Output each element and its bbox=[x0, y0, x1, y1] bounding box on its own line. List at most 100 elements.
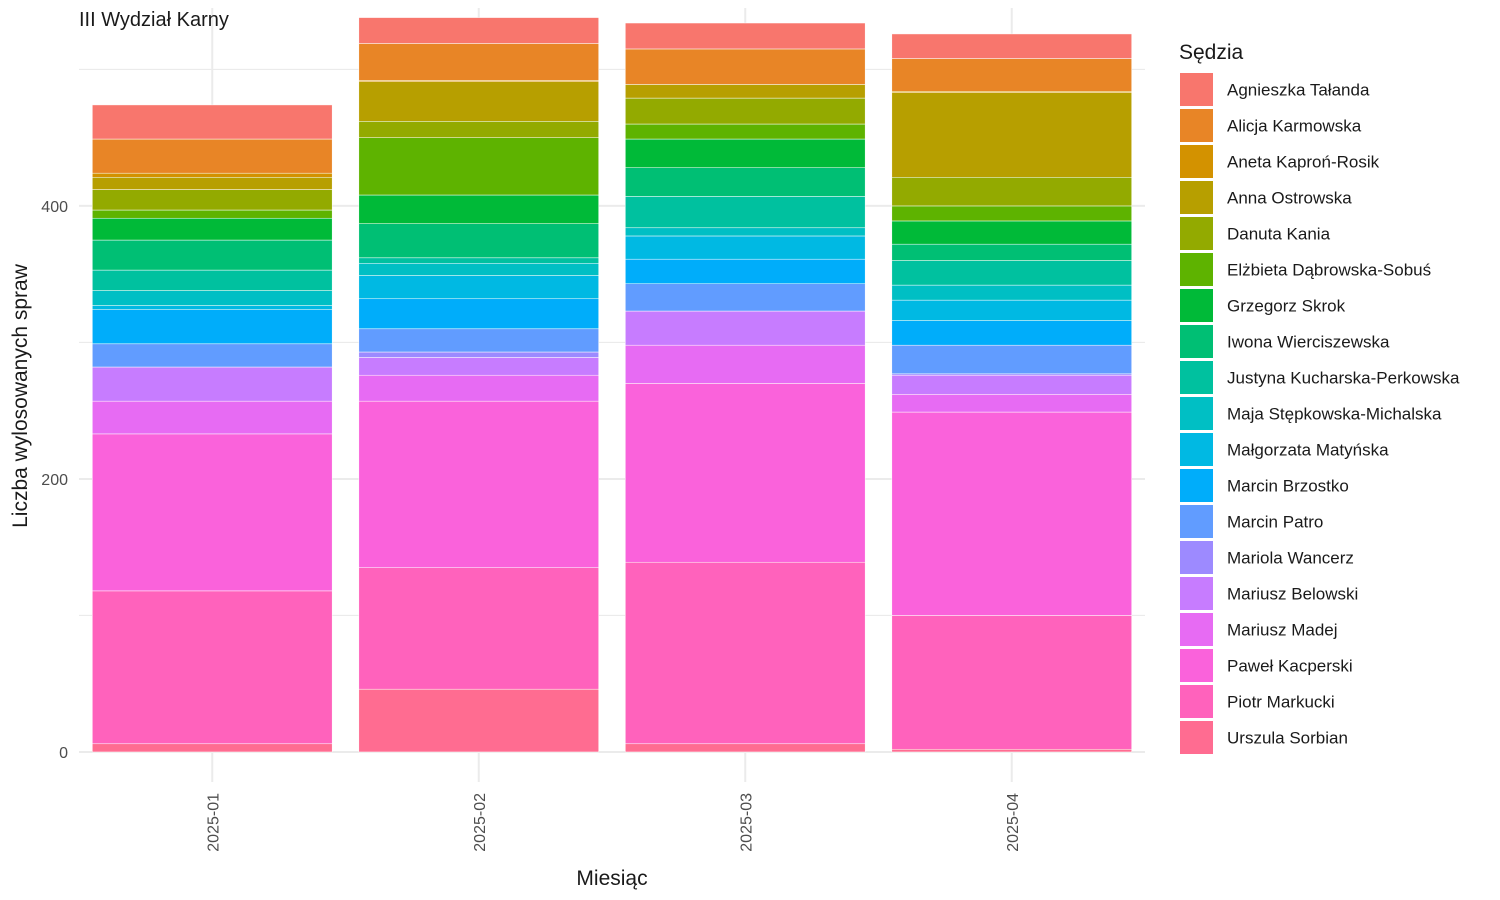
legend-label: Mariusz Madej bbox=[1227, 621, 1338, 640]
legend-key bbox=[1180, 325, 1213, 358]
legend-key bbox=[1180, 217, 1213, 250]
bar-segment bbox=[625, 383, 866, 563]
legend-label: Piotr Markucki bbox=[1227, 693, 1335, 712]
bar-segment bbox=[358, 121, 599, 138]
bar-segment bbox=[358, 351, 599, 358]
bar-segment bbox=[891, 220, 1132, 245]
bar-segment bbox=[891, 260, 1132, 286]
bar-segment bbox=[625, 22, 866, 50]
bar-segment bbox=[891, 615, 1132, 750]
legend-label: Marcin Patro bbox=[1227, 513, 1323, 532]
legend-title: Sędzia bbox=[1179, 41, 1244, 64]
bar-segment bbox=[625, 283, 866, 312]
bar-segment bbox=[891, 344, 1132, 375]
bar-segment bbox=[92, 400, 333, 435]
legend-key bbox=[1180, 361, 1213, 394]
legend-label: Agnieszka Tałanda bbox=[1227, 81, 1370, 100]
bar-segment bbox=[891, 58, 1132, 92]
legend-label: Marcin Brzostko bbox=[1227, 477, 1349, 496]
bar-segment bbox=[625, 235, 866, 260]
bar-segment bbox=[92, 366, 333, 402]
bar-segment bbox=[358, 194, 599, 224]
x-tick-label: 2025-01 bbox=[205, 793, 222, 852]
bar-segment bbox=[625, 48, 866, 85]
legend-label: Elżbieta Dąbrowska-Sobuś bbox=[1227, 261, 1431, 280]
legend-key bbox=[1180, 541, 1213, 574]
legend-key bbox=[1180, 181, 1213, 214]
y-tick-label: 200 bbox=[41, 472, 68, 489]
legend-key bbox=[1180, 289, 1213, 322]
bar-segment bbox=[358, 257, 599, 264]
legend-label: Danuta Kania bbox=[1227, 225, 1331, 244]
bar-segment bbox=[625, 561, 866, 745]
bar-segment bbox=[625, 310, 866, 346]
bar-segment bbox=[358, 263, 599, 276]
bar-segment bbox=[358, 567, 599, 690]
bar-segment bbox=[891, 748, 1132, 753]
bar-segment bbox=[358, 17, 599, 44]
bar-segment bbox=[92, 217, 333, 241]
legend-label: Alicja Karmowska bbox=[1227, 117, 1362, 136]
bar-segment bbox=[92, 189, 333, 211]
bar-segment bbox=[358, 688, 599, 753]
bar-segment bbox=[891, 394, 1132, 413]
bars bbox=[92, 17, 1132, 753]
legend-key bbox=[1180, 469, 1213, 502]
legend-label: Grzegorz Skrok bbox=[1227, 297, 1346, 316]
y-tick-label: 400 bbox=[41, 199, 68, 216]
bar-segment bbox=[92, 239, 333, 271]
legend-key bbox=[1180, 253, 1213, 286]
bar-segment bbox=[92, 138, 333, 174]
bar-segment bbox=[358, 137, 599, 196]
bar-segment bbox=[891, 205, 1132, 222]
x-tick-label: 2025-03 bbox=[738, 793, 755, 852]
bar-segment bbox=[891, 33, 1132, 59]
bar-segment bbox=[891, 374, 1132, 395]
bar-segment bbox=[625, 227, 866, 237]
bar-segment bbox=[625, 138, 866, 168]
legend-label: Mariusz Belowski bbox=[1227, 585, 1358, 604]
legend-key bbox=[1180, 145, 1213, 178]
bar-segment bbox=[891, 411, 1132, 616]
legend-label: Maja Stępkowska-Michalska bbox=[1227, 405, 1442, 424]
bar-segment bbox=[92, 343, 333, 368]
legend-key bbox=[1180, 505, 1213, 538]
legend-key bbox=[1180, 73, 1213, 106]
bar-segment bbox=[92, 290, 333, 306]
legend-key bbox=[1180, 613, 1213, 646]
legend: Sędzia Agnieszka Tałanda Alicja Karmowska… bbox=[1179, 41, 1460, 754]
x-axis-ticks: 2025-01 2025-02 2025-03 2025-04 bbox=[205, 793, 1022, 852]
chart-title: III Wydział Karny bbox=[79, 9, 229, 31]
bar-segment bbox=[625, 97, 866, 125]
y-tick-label: 0 bbox=[59, 745, 68, 762]
bar-segment bbox=[625, 258, 866, 284]
bar-segment bbox=[92, 172, 333, 178]
bar-segment bbox=[625, 167, 866, 197]
legend-key bbox=[1180, 649, 1213, 682]
legend-label: Paweł Kacperski bbox=[1227, 657, 1353, 676]
x-tick-label: 2025-04 bbox=[1005, 793, 1022, 852]
bar-segment bbox=[625, 743, 866, 753]
bar-segment bbox=[92, 269, 333, 291]
bar-segment bbox=[891, 299, 1132, 321]
x-tick-label: 2025-02 bbox=[472, 793, 489, 852]
bar-segment bbox=[358, 374, 599, 402]
legend-key bbox=[1180, 577, 1213, 610]
legend-label: Anna Ostrowska bbox=[1227, 189, 1352, 208]
bar-segment bbox=[891, 177, 1132, 207]
legend-key bbox=[1180, 109, 1213, 142]
legend-label: Aneta Kaproń-Rosik bbox=[1227, 153, 1380, 172]
legend-label: Iwona Wierciszewska bbox=[1227, 333, 1390, 352]
bar-segment bbox=[625, 344, 866, 384]
bar-segment bbox=[358, 43, 599, 81]
bar-segment bbox=[358, 223, 599, 259]
bar-segment bbox=[92, 104, 333, 140]
bar-segment bbox=[92, 433, 333, 592]
legend-key bbox=[1180, 397, 1213, 430]
bar-segment bbox=[358, 81, 599, 122]
bar-segment bbox=[92, 209, 333, 219]
bar-segment bbox=[891, 92, 1132, 178]
legend-label: Justyna Kucharska-Perkowska bbox=[1227, 369, 1460, 388]
bar-segment bbox=[92, 309, 333, 345]
bar-segment bbox=[358, 298, 599, 330]
